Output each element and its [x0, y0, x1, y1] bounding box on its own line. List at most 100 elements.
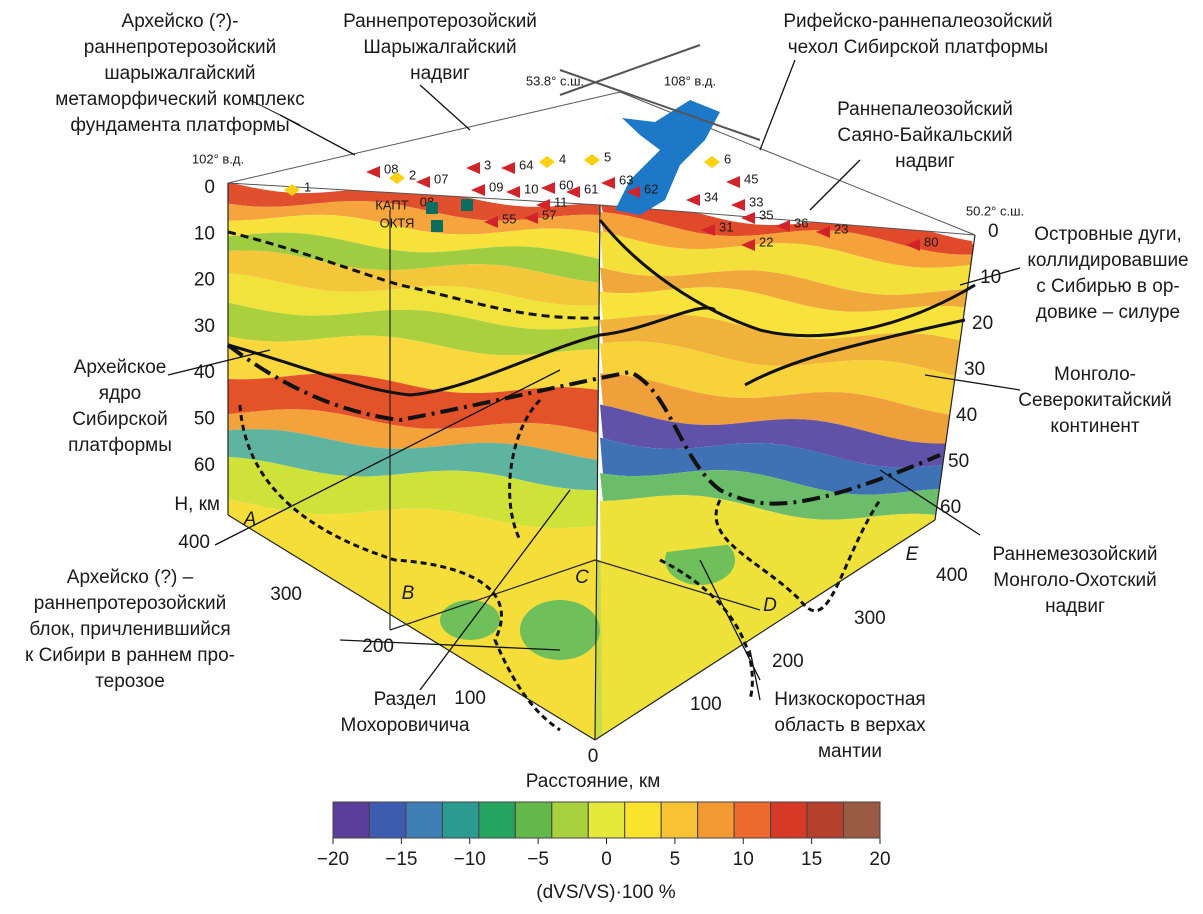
station-label: 3 [484, 157, 491, 172]
station-label: 34 [704, 189, 718, 204]
annotation: с Сибирью в ор- [1036, 276, 1179, 297]
station-label: 35 [759, 207, 773, 222]
colorbar-cell [333, 802, 369, 838]
colorbar-tick-label: −20 [317, 849, 349, 870]
depth-tick-label: 40 [194, 362, 215, 383]
station-label: 07 [434, 171, 448, 186]
coordinate-label: 50.2° с.ш. [966, 203, 1024, 218]
colorbar-tick-label: −5 [527, 849, 549, 870]
station-label: ОКТЯ [380, 215, 415, 230]
coordinate-label: 108° в.д. [664, 73, 716, 88]
colorbar-cell [406, 802, 442, 838]
depth-tick-label: 40 [956, 405, 977, 426]
annotation: коллидировавшие [1027, 250, 1188, 271]
annotation: Сибирской [72, 409, 168, 430]
distance-tick-label: 200 [362, 636, 394, 657]
colorbar-cell [661, 802, 697, 838]
station-label: 10 [524, 181, 538, 196]
annotation: фундамента платформы [70, 115, 289, 136]
annotation: терозое [95, 671, 165, 692]
depth-tick-label: 10 [194, 223, 215, 244]
face [228, 182, 600, 806]
corner-label: E [906, 544, 919, 565]
colorbar-tick-label: 15 [801, 849, 822, 870]
distance-tick-label: 0 [588, 746, 599, 767]
figure: Архейско (?)-раннепротерозойскийшарыжалг… [0, 0, 1203, 909]
station-marker [431, 220, 443, 232]
station-label: 55 [502, 211, 516, 226]
colorbar-cell [515, 802, 551, 838]
annotation: Шарыжалгайский [363, 37, 516, 58]
station-label: КАПТ [375, 197, 408, 212]
annotation: Архейско (?) – [67, 567, 194, 588]
depth-tick-label: 50 [948, 451, 969, 472]
depth-tick-label: 60 [194, 455, 215, 476]
colorbar-cell [552, 802, 588, 838]
annotation: надвиг [895, 151, 955, 172]
corner-label: C [575, 567, 589, 588]
distance-tick-label: 200 [772, 651, 804, 672]
depth-tick-label: 10 [980, 267, 1001, 288]
annotation: платформы [68, 435, 172, 456]
station-label: 61 [584, 181, 598, 196]
annotation: раннепротерозойский [84, 37, 276, 58]
station-label: 36 [794, 215, 808, 230]
leader-line [420, 85, 470, 130]
station-marker [426, 202, 438, 214]
annotation: шарыжалгайский [104, 63, 255, 84]
colorbar-tick-label: −15 [385, 849, 417, 870]
annotation: Монголо-Охотский [993, 570, 1157, 591]
annotation: надвиг [410, 63, 470, 84]
distance-tick-label: 400 [178, 532, 210, 553]
annotation: Монголо- [1054, 364, 1136, 385]
colorbar-tick-label: 0 [601, 849, 612, 870]
depth-tick-label: 30 [964, 359, 985, 380]
station-label: 23 [834, 221, 848, 236]
annotation: раннепротерозойский [34, 593, 226, 614]
annotation: метаморфический комплекс [55, 89, 304, 110]
annotation: Раздел [374, 689, 437, 710]
station-label: 63 [619, 172, 633, 187]
colorbar-tick-label: −10 [454, 849, 486, 870]
annotation: Рифейско-раннепалеозойский [783, 11, 1052, 32]
annotation: Низкоскоростная [774, 689, 925, 710]
colorbar-cell [734, 802, 770, 838]
annotation: довике – силуре [1036, 302, 1180, 323]
colorbar-cell [844, 802, 880, 838]
coordinate-label: 102° в.д. [192, 151, 244, 166]
distance-tick-label: 300 [854, 608, 886, 629]
distance-tick-label: 100 [690, 694, 722, 715]
station-label: 45 [744, 171, 758, 186]
face [600, 201, 975, 840]
colorbar-cell [442, 802, 478, 838]
colorbar-tick-label: 20 [869, 849, 890, 870]
corner-label: B [402, 583, 415, 604]
coordinate-label: 53.8° с.ш. [526, 73, 584, 88]
corner-label: D [763, 595, 777, 616]
leader-line [760, 60, 795, 150]
annotation: Архейское [74, 357, 167, 378]
colorbar-cell [625, 802, 661, 838]
station-label: 4 [559, 151, 566, 166]
colorbar-tick-label: 10 [733, 849, 754, 870]
station-marker [461, 199, 473, 211]
station-label: 1 [304, 179, 311, 194]
low-velocity-patch [440, 600, 500, 640]
annotation: Северокитайский [1018, 390, 1172, 411]
corner-label: A [243, 509, 257, 530]
distance-tick-label: 400 [936, 565, 968, 586]
station-label: 64 [519, 157, 533, 172]
colorbar-cell [479, 802, 515, 838]
station-label: 31 [719, 219, 733, 234]
colorbar-cell [807, 802, 843, 838]
depth-tick-label: 60 [940, 497, 961, 518]
colorbar-title: (dVS/VS)·100 % [536, 882, 675, 903]
low-velocity-patch [520, 600, 600, 660]
colorbar-cell [771, 802, 807, 838]
colorbar-cell [588, 802, 624, 838]
annotation: чехол Сибирской платформы [788, 37, 1048, 58]
annotation: надвиг [1045, 596, 1105, 617]
annotation: область в верхах [774, 715, 926, 736]
depth-tick-label: 20 [972, 313, 993, 334]
depth-tick-label: 20 [194, 270, 215, 291]
